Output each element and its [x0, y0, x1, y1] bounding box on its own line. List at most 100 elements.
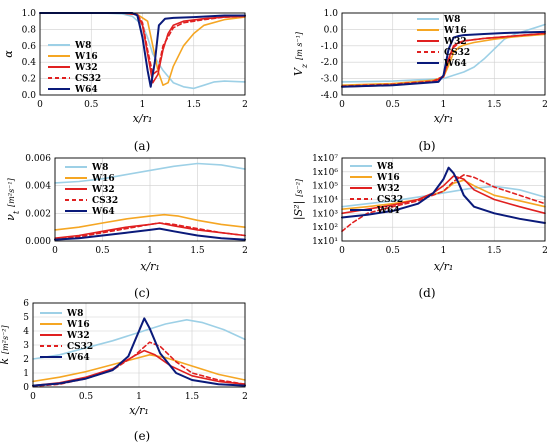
y-tick-label: 5	[23, 313, 29, 323]
series-line-w16	[32, 354, 246, 383]
chart-panel-4: 0 0.5 1 1.5 2 1x10¹ 1x10² 1x10³ 1x10⁴ 1x10⁵ 1x10⁶ 1…	[292, 154, 548, 300]
legend-label-w32: W32	[74, 63, 98, 73]
axis-frame	[341, 12, 546, 96]
x-tick-label: 0	[52, 246, 58, 256]
x-axis-label: x/r₁	[129, 404, 149, 417]
chart-panel-1: 0 0.5 1 1.5 2 0.0 0.2 0.4 0.6 0.8 1.0 x/r₁ α W8W16W32…	[2, 9, 248, 153]
y-tick-label: 0.000	[25, 237, 51, 247]
series-line-cs32	[54, 222, 246, 241]
y-tick-label: 1.0	[324, 9, 339, 19]
legend-label-cs32: CS32	[92, 196, 118, 206]
series-line-w64	[341, 30, 546, 88]
axis-frame	[32, 302, 246, 388]
y-tick-label: 0.2	[22, 75, 36, 85]
y-axis-label-subscript: t	[12, 210, 21, 214]
chart-panel-3: 0 0.5 1 1.5 20.0000.0020.0040.006x/r₁νt[m²s⁻…	[4, 154, 248, 300]
y-tick-label: 0	[23, 383, 29, 393]
series-line-w8	[54, 162, 246, 184]
y-tick-label: 1.0	[22, 9, 37, 19]
x-tick-label: 2	[242, 100, 248, 110]
legend-label-w8: W8	[66, 309, 83, 319]
y-tick-label: 0.006	[25, 154, 51, 164]
x-tick-label: 0.5	[386, 246, 401, 256]
y-tick-label: -2.0	[321, 58, 339, 68]
y-tick-label: -3.0	[321, 75, 339, 85]
x-tick-label: 2	[242, 246, 248, 256]
legend-label-w16: W16	[91, 174, 115, 184]
legend-label-w16: W16	[66, 320, 90, 330]
x-axis-label: x/r₁	[140, 260, 160, 273]
axis-frame	[39, 12, 246, 96]
series-line-cs32	[341, 32, 546, 87]
chart-panel-2: 0 0.5 1 1.5 2-4.0-3.0-2.0-1.00.01.0x/r₁Vz[m …	[292, 9, 548, 153]
legend-label-cs32: CS32	[75, 74, 101, 84]
series-line-w8	[39, 12, 246, 90]
x-tick-label: 1.5	[190, 246, 205, 256]
x-tick-label: 0.5	[84, 100, 99, 110]
legend-label-cs32: CS32	[377, 195, 403, 205]
y-axis-label: |S²|[s⁻²]	[292, 178, 306, 220]
legend-label-w64: W64	[443, 59, 467, 69]
legend-label-w32: W32	[443, 37, 467, 47]
series-line-w64	[54, 227, 246, 241]
series-line-w64	[341, 166, 546, 224]
series-line-w8	[32, 319, 246, 360]
x-axis-label: x/r₁	[434, 112, 454, 125]
x-tick-label: 2	[542, 100, 548, 110]
legend-label-w64: W64	[74, 85, 98, 95]
x-tick-label: 0	[30, 392, 36, 402]
y-axis-label-unit: [m²s⁻²]	[1, 325, 10, 354]
panel-label: (a)	[134, 139, 151, 153]
y-tick-label: -1.0	[321, 42, 339, 52]
x-tick-label: 1	[441, 246, 447, 256]
x-tick-label: 0	[339, 100, 345, 110]
y-tick-label: 1x10⁵	[312, 182, 338, 192]
y-axis-label: Vz[m s⁻¹]	[292, 31, 309, 76]
x-tick-label: 0	[37, 100, 43, 110]
legend-label-w16: W16	[74, 52, 98, 62]
y-axis-label-unit: [s⁻²]	[295, 178, 304, 197]
series-line-w16	[39, 12, 246, 86]
y-axis-label: νt[m²s⁻¹]	[4, 177, 21, 220]
y-axis-label: α	[2, 50, 15, 58]
legend-label-w32: W32	[91, 185, 115, 195]
x-axis-label: x/r₁	[133, 112, 153, 125]
x-tick-label: 0	[339, 246, 345, 256]
y-axis-label: k[m²s⁻²]	[0, 325, 11, 365]
legend-label-w8: W8	[74, 41, 91, 51]
y-axis-label-subscript: z	[300, 63, 309, 69]
y-tick-label: 0.002	[25, 209, 51, 219]
series-line-w16	[341, 33, 546, 86]
y-tick-label: 1x10⁶	[312, 168, 338, 178]
y-tick-label: 2	[23, 355, 29, 365]
legend-label-w16: W16	[443, 26, 467, 36]
y-tick-label: 0.6	[22, 42, 37, 52]
legend-label-w32: W32	[66, 331, 90, 341]
series-line-w32	[32, 349, 246, 387]
y-tick-label: 1	[23, 369, 29, 379]
x-tick-label: 1.5	[487, 100, 502, 110]
axis-frame	[54, 157, 246, 242]
x-tick-label: 0.5	[79, 392, 94, 402]
legend-label-w8: W8	[443, 15, 460, 25]
series-line-w64	[32, 317, 246, 387]
legend-label-w64: W64	[66, 353, 90, 363]
y-tick-label: 3	[23, 341, 29, 351]
legend-label-w64: W64	[376, 206, 400, 216]
x-tick-label: 1.5	[487, 246, 502, 256]
y-tick-label: 1x10²	[312, 223, 338, 233]
series-line-w16	[54, 213, 246, 231]
legend-label-cs32: CS32	[444, 48, 470, 58]
panel-label: (c)	[134, 286, 150, 300]
series-line-w64	[39, 12, 246, 88]
x-tick-label: 1.5	[187, 100, 202, 110]
x-tick-label: 2	[542, 246, 548, 256]
panel-label: (d)	[418, 286, 435, 300]
legend-label-w64: W64	[91, 207, 115, 217]
x-tick-label: 0.5	[95, 246, 110, 256]
x-axis-label: x/r₁	[434, 260, 454, 273]
y-tick-label: 1x10³	[312, 209, 338, 219]
y-tick-label: -4.0	[321, 91, 339, 101]
y-tick-label: 0.004	[25, 182, 51, 192]
